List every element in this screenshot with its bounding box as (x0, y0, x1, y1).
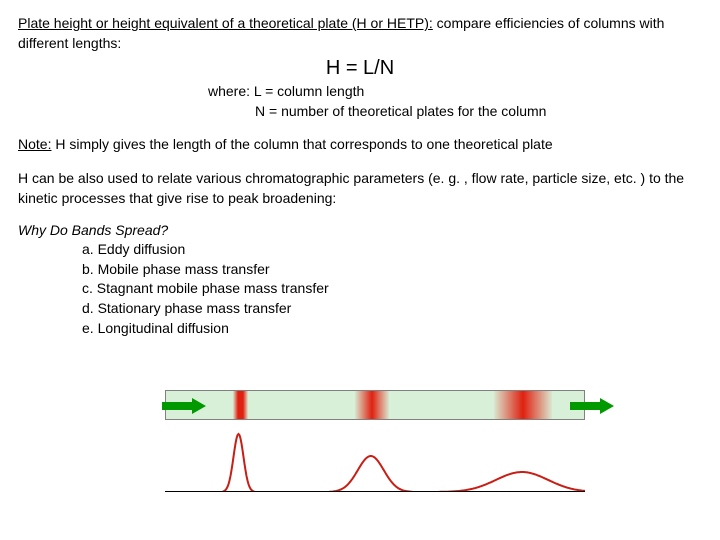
paragraph: H can be also used to relate various chr… (18, 169, 702, 208)
spread-heading: Why Do Bands Spread? (18, 222, 702, 238)
list-item: a. Eddy diffusion (82, 240, 702, 260)
where-line-2: N = number of theoretical plates for the… (255, 102, 702, 122)
baseline-line (165, 491, 585, 492)
where-line-1: where: L = column length (208, 82, 702, 102)
peak-curve (223, 434, 255, 492)
peaks-curve (165, 430, 585, 492)
peak-curve (329, 456, 412, 492)
where-block: where: L = column length N = number of t… (208, 82, 702, 121)
list-item: e. Longitudinal diffusion (82, 319, 702, 339)
note-text: H simply gives the length of the column … (51, 136, 552, 152)
chromatogram (165, 430, 585, 492)
flow-arrow-right (570, 398, 614, 414)
analyte-band (355, 391, 389, 419)
list-item: d. Stationary phase mass transfer (82, 299, 702, 319)
analyte-band (494, 391, 553, 419)
list-item: c. Stagnant mobile phase mass transfer (82, 279, 702, 299)
column-tube (165, 390, 585, 420)
list-item: b. Mobile phase mass transfer (82, 260, 702, 280)
analyte-band (233, 391, 248, 419)
spread-list: a. Eddy diffusion b. Mobile phase mass t… (82, 240, 702, 338)
peak-curve (439, 472, 585, 492)
where-l: L = column length (254, 83, 364, 99)
flow-arrow-left (162, 398, 206, 414)
heading-underlined: Plate height or height equivalent of a t… (18, 15, 433, 31)
chromatography-diagram (165, 390, 585, 492)
formula: H = L/N (18, 57, 702, 80)
heading: Plate height or height equivalent of a t… (18, 14, 702, 53)
where-prefix: where: (208, 83, 254, 99)
note-line: Note: H simply gives the length of the c… (18, 135, 702, 155)
note-label: Note: (18, 136, 51, 152)
